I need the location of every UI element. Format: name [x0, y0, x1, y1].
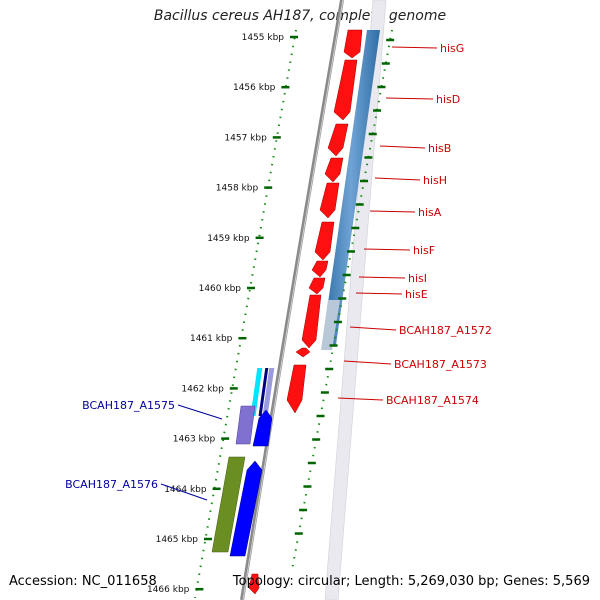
- gene-label-bcah187-a1576[interactable]: BCAH187_A1576: [65, 478, 158, 491]
- scale-tick-label: 1462 kbp: [181, 384, 224, 394]
- outer-scale-dots: [194, 29, 297, 599]
- gene-leader-line: [358, 276, 406, 279]
- gene-leader-line: [391, 46, 438, 49]
- gene-hisE[interactable]: [308, 277, 326, 295]
- gene-bcah187-a1576-bar: [211, 456, 246, 553]
- gene-leader-line: [385, 97, 434, 100]
- gene-label-bcah187-a1573[interactable]: BCAH187_A1573: [394, 358, 487, 371]
- gene-hisH[interactable]: [324, 157, 344, 183]
- gc-marker-cyan: [250, 368, 263, 416]
- gc-marker-lavender: [262, 368, 275, 416]
- gene-bcah187-a1573[interactable]: [295, 347, 311, 358]
- gene-bcah187-a1574[interactable]: [286, 364, 307, 414]
- gene-leader-line: [337, 397, 384, 401]
- gene-label-hise[interactable]: hisE: [405, 288, 428, 301]
- scale-ticks: 1455 kbp 1456 kbp 1457 kbp 1458 kbp 1459 kbp…: [147, 33, 298, 595]
- accession-text: Accession: NC_011658: [9, 574, 157, 589]
- gene-bcah187-a1575-bar: [235, 405, 256, 445]
- gene-leader-line: [369, 210, 416, 213]
- gene-leader-line: [160, 483, 208, 501]
- gene-hisG[interactable]: [343, 29, 363, 59]
- scale-tick-label: 1466 kbp: [147, 585, 190, 595]
- gc-content-band-light: [321, 300, 340, 350]
- gc-marker-navy: [258, 368, 269, 416]
- genome-backbone: [240, 0, 344, 600]
- genome-backbone-highlight: [242, 0, 344, 600]
- scale-tick-label: 1455 kbp: [242, 33, 285, 43]
- scale-tick-label: 1458 kbp: [216, 184, 259, 194]
- gene-label-bcah187-a1574[interactable]: BCAH187_A1574: [386, 394, 479, 407]
- gene-label-hisi[interactable]: hisI: [408, 272, 427, 285]
- gene-label-hisg[interactable]: hisG: [440, 42, 464, 55]
- gene-bcah187-a1576[interactable]: [229, 460, 263, 557]
- scale-tick-label: 1465 kbp: [156, 535, 199, 545]
- gene-hisD[interactable]: [333, 59, 358, 121]
- gene-label-hisb[interactable]: hisB: [428, 142, 451, 155]
- scale-tick-label: 1460 kbp: [199, 284, 242, 294]
- gene-label-bcah187-a1575[interactable]: BCAH187_A1575: [82, 399, 175, 412]
- inner-ticks: [294, 38, 395, 535]
- gene-leader-line: [177, 404, 223, 420]
- scale-tick-label: 1457 kbp: [224, 133, 267, 143]
- gene-leader-line: [355, 292, 403, 295]
- gene-label-hisd[interactable]: hisD: [436, 93, 460, 106]
- gene-leader-line: [343, 360, 392, 365]
- gc-content-band: [322, 30, 380, 345]
- gene-label-hish[interactable]: hisH: [423, 174, 447, 187]
- gene-hisF[interactable]: [314, 221, 335, 261]
- gene-bottom[interactable]: [248, 573, 260, 595]
- scale-tick-label: 1459 kbp: [207, 234, 250, 244]
- gene-label-hisa[interactable]: hisA: [418, 206, 442, 219]
- gene-labels: hisG hisD hisB hisH hisA hisF hisI hisE BCAH187_…: [65, 42, 492, 501]
- gene-label-hisf[interactable]: hisF: [413, 244, 435, 257]
- gene-hisB[interactable]: [327, 123, 349, 157]
- gene-leader-line: [379, 145, 426, 149]
- scale-tick-label: 1456 kbp: [233, 83, 276, 93]
- scale-tick-label: 1464 kbp: [164, 485, 207, 495]
- gene-hisI[interactable]: [311, 260, 329, 278]
- gene-label-bcah187-a1572[interactable]: BCAH187_A1572: [399, 324, 492, 337]
- topology-text: Topology: circular; Length: 5,269,030 bp…: [232, 574, 590, 589]
- scale-tick-label: 1461 kbp: [190, 334, 233, 344]
- scale-tick-label: 1463 kbp: [173, 435, 216, 445]
- gene-leader-line: [374, 177, 421, 181]
- gene-bcah187-a1575[interactable]: [252, 409, 273, 447]
- outer-ring-band: [324, 0, 387, 600]
- gene-hisA[interactable]: [319, 182, 340, 219]
- gene-leader-line: [363, 248, 411, 251]
- gene-leader-line: [349, 326, 397, 331]
- gene-bcah187-a1572[interactable]: [301, 294, 322, 349]
